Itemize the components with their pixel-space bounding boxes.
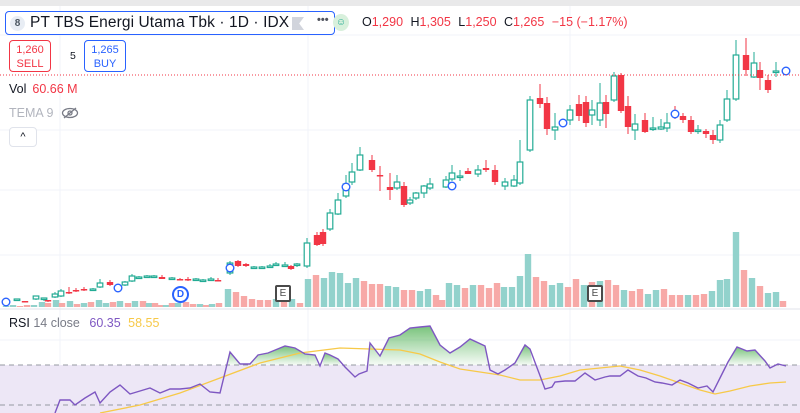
tema-legend[interactable]: TEMA 9 (9, 106, 79, 120)
open-value: 1,290 (371, 15, 404, 29)
tema-label: TEMA 9 (9, 106, 54, 120)
high-value: 1,305 (419, 15, 451, 29)
rsi-params: 14 close (33, 316, 80, 330)
rsi-pane (0, 325, 800, 413)
sentiment-icon[interactable]: ☺ (333, 14, 349, 31)
sell-price: 1,260 (16, 44, 44, 56)
change-value: −15 (−1.17%) (551, 15, 628, 29)
dividend-marker[interactable]: D (172, 286, 189, 303)
collapse-legend-button[interactable]: ^ (9, 127, 37, 147)
rsi-label: RSI (9, 316, 30, 330)
chevron-up-icon: ^ (20, 131, 26, 143)
sell-button[interactable]: 1,260 SELL (9, 40, 51, 72)
flag-icon[interactable] (292, 17, 304, 30)
low-value: 1,250 (465, 15, 497, 29)
low-label: L (458, 15, 466, 29)
buy-button[interactable]: 1,265 BUY (84, 40, 126, 72)
high-label: H (410, 15, 420, 29)
rsi-value: 60.35 (89, 316, 121, 330)
top-strip (0, 0, 800, 6)
buy-label: BUY (93, 58, 117, 70)
spread-value: 5 (70, 50, 76, 62)
sell-label: SELL (16, 58, 44, 70)
earnings-marker[interactable]: E (587, 285, 603, 302)
close-value: 1,265 (513, 15, 545, 29)
close-label: C (504, 15, 514, 29)
volume-bars (2, 232, 787, 307)
volume-legend[interactable]: Vol 60.66 M (9, 82, 78, 96)
volume-label: Vol (9, 82, 27, 96)
rsi-ma-value: 58.55 (128, 316, 160, 330)
volume-value: 60.66 M (32, 82, 78, 96)
earnings-marker[interactable]: E (275, 285, 291, 302)
symbol-legend[interactable]: 8 PT TBS Energi Utama Tbk · 1D · IDX ••• (5, 11, 335, 35)
candles (1, 38, 791, 307)
eye-off-icon[interactable] (61, 107, 79, 119)
more-icon[interactable]: ••• (317, 14, 329, 26)
buy-price: 1,265 (91, 44, 119, 56)
rsi-legend[interactable]: RSI 14 close 60.35 58.55 (9, 316, 159, 330)
symbol-title[interactable]: PT TBS Energi Utama Tbk · 1D · IDX (30, 14, 290, 31)
open-label: O (362, 15, 372, 29)
symbol-logo-icon: 8 (10, 15, 25, 31)
ohlc-values: O1,290 H1,305 L1,250 C1,265 −15 (−1.17%) (362, 15, 632, 29)
